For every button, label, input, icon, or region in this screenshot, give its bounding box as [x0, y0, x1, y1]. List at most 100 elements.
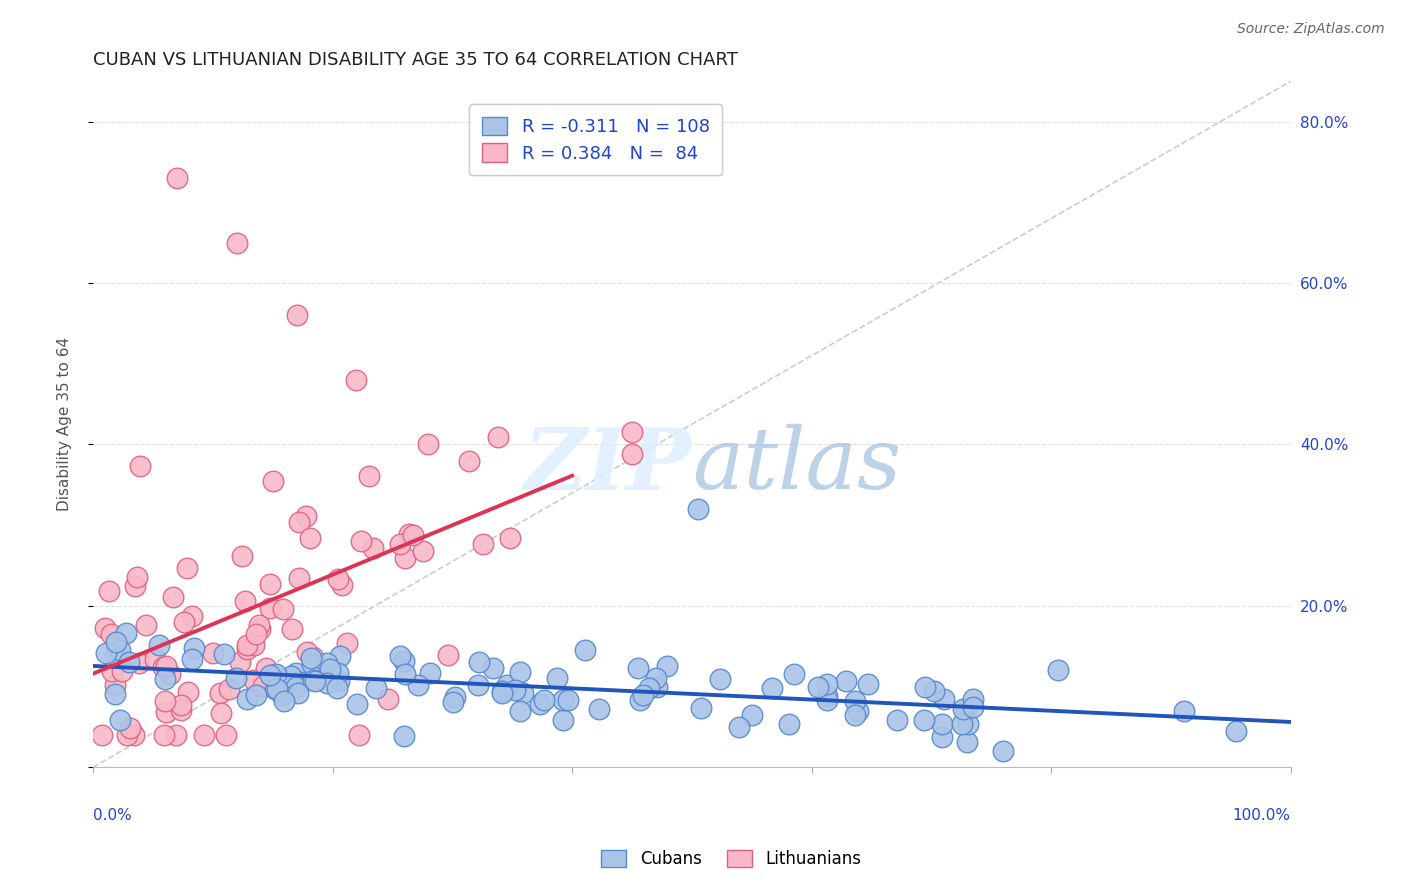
Point	[236, 691, 259, 706]
Point	[225, 671, 247, 685]
Point	[90, 728, 112, 742]
Point	[209, 706, 232, 720]
Point	[148, 638, 170, 652]
Point	[620, 447, 643, 461]
Point	[645, 680, 668, 694]
Point	[176, 561, 198, 575]
Point	[962, 691, 984, 706]
Point	[266, 682, 288, 697]
Point	[135, 617, 157, 632]
Point	[104, 648, 127, 662]
Point	[406, 678, 429, 692]
Point	[686, 502, 709, 516]
Point	[104, 678, 127, 692]
Point	[170, 698, 193, 713]
Point	[229, 655, 252, 669]
Point	[315, 657, 337, 671]
Point	[231, 549, 253, 564]
Point	[807, 680, 830, 694]
Point	[1046, 664, 1069, 678]
Point	[471, 537, 494, 551]
Point	[1225, 724, 1247, 739]
Point	[328, 648, 350, 663]
Point	[287, 686, 309, 700]
Point	[496, 678, 519, 692]
Point	[173, 615, 195, 629]
Text: Source: ZipAtlas.com: Source: ZipAtlas.com	[1237, 22, 1385, 37]
Point	[122, 728, 145, 742]
Point	[844, 694, 866, 708]
Point	[437, 648, 460, 662]
Point	[491, 684, 513, 698]
Point	[952, 702, 974, 716]
Point	[128, 656, 150, 670]
Point	[124, 579, 146, 593]
Point	[177, 685, 200, 699]
Point	[152, 728, 174, 742]
Point	[467, 678, 489, 692]
Point	[295, 508, 318, 523]
Point	[330, 577, 353, 591]
Point	[319, 662, 342, 676]
Point	[288, 571, 311, 585]
Point	[655, 659, 678, 673]
Point	[153, 672, 176, 686]
Point	[856, 677, 879, 691]
Point	[328, 674, 350, 689]
Point	[104, 687, 127, 701]
Point	[486, 430, 509, 444]
Point	[143, 651, 166, 665]
Point	[117, 655, 139, 669]
Point	[588, 701, 610, 715]
Point	[741, 707, 763, 722]
Point	[245, 627, 267, 641]
Point	[214, 647, 236, 661]
Point	[394, 666, 416, 681]
Point	[326, 681, 349, 695]
Point	[346, 697, 368, 711]
Point	[846, 704, 869, 718]
Point	[299, 651, 322, 665]
Point	[993, 744, 1015, 758]
Point	[108, 643, 131, 657]
Point	[886, 713, 908, 727]
Point	[252, 680, 274, 694]
Point	[129, 459, 152, 474]
Point	[962, 699, 984, 714]
Point	[284, 680, 307, 694]
Point	[280, 669, 302, 683]
Point	[114, 626, 136, 640]
Point	[127, 570, 149, 584]
Point	[249, 622, 271, 636]
Point	[394, 654, 416, 668]
Point	[512, 686, 534, 700]
Point	[180, 608, 202, 623]
Point	[225, 235, 247, 250]
Point	[815, 693, 838, 707]
Point	[551, 713, 574, 727]
Point	[100, 627, 122, 641]
Text: atlas: atlas	[692, 424, 901, 507]
Point	[285, 309, 308, 323]
Text: 0.0%: 0.0%	[93, 808, 132, 823]
Point	[111, 665, 134, 679]
Point	[262, 474, 284, 488]
Point	[815, 676, 838, 690]
Point	[914, 680, 936, 694]
Point	[347, 728, 370, 742]
Point	[574, 643, 596, 657]
Point	[155, 705, 177, 719]
Point	[931, 717, 953, 731]
Point	[328, 665, 350, 680]
Point	[302, 650, 325, 665]
Point	[394, 551, 416, 566]
Point	[441, 695, 464, 709]
Point	[304, 673, 326, 688]
Point	[359, 469, 381, 483]
Point	[155, 659, 177, 673]
Point	[259, 601, 281, 615]
Point	[932, 692, 955, 706]
Point	[815, 689, 838, 703]
Point	[418, 437, 440, 451]
Point	[301, 657, 323, 672]
